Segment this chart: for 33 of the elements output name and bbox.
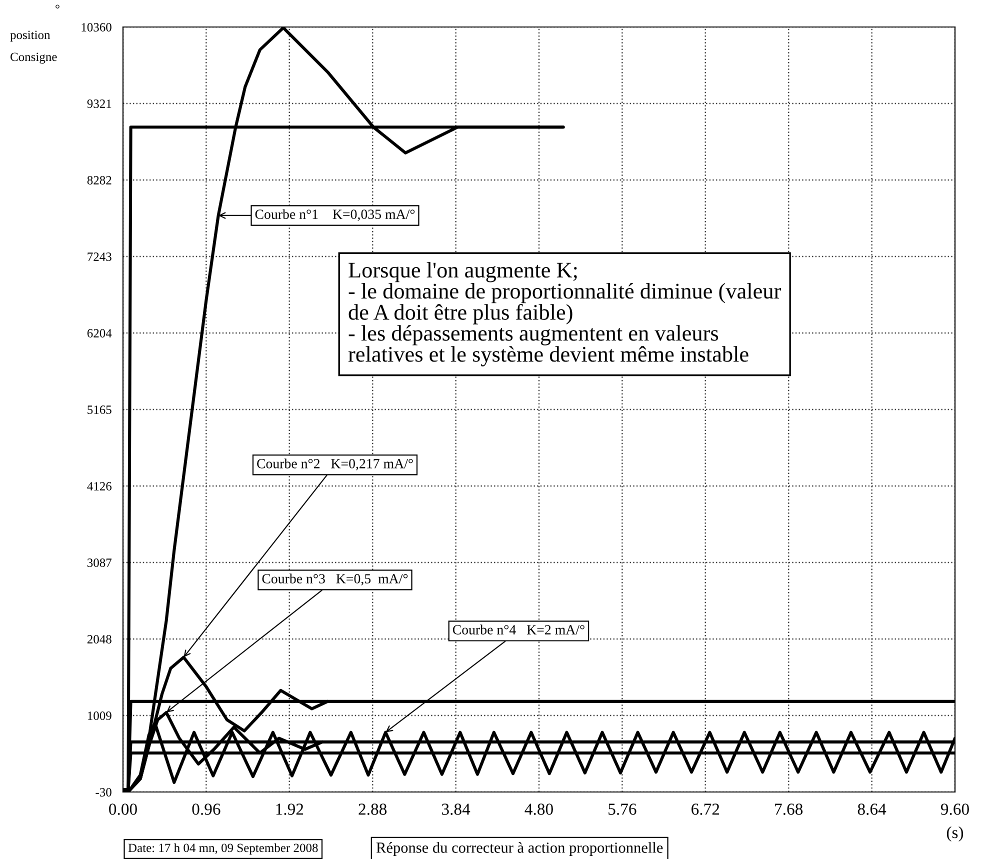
x-tick-label: 2.88 (358, 804, 387, 815)
x-tick-label: 0.00 (109, 804, 137, 815)
y-tick-label: 9321 (87, 100, 112, 108)
x-tick-label: 5.76 (608, 804, 636, 815)
y-tick-label: 10360 (82, 23, 112, 32)
text: ° (56, 4, 60, 8)
annotation: Courbe n°2 K=0,217 mA/° (257, 458, 413, 470)
annotation: Lorsque l'on augmente K; - le domaine de proportionnalité diminue (valeur de A doit être plus faible) - les dépassements augmentent en valeurs relatives et le système devient même instable (348, 262, 781, 366)
text: position (10, 30, 50, 42)
annotation: Courbe n°1 K=0,035 mA/° (255, 209, 415, 221)
x-tick-label: 0.96 (192, 804, 220, 815)
text: Date: 17 h 04 mn, 09 September 2008 (128, 843, 318, 855)
x-tick-label: 7.68 (775, 804, 803, 815)
y-tick-label: 6204 (87, 329, 112, 338)
text: Réponse du correcteur à action proportionnelle (376, 842, 663, 856)
y-tick-label: 4126 (87, 482, 112, 490)
annotation: Courbe n°3 K=0,5 mA/° (262, 574, 408, 586)
y-tick-label: -30 (96, 788, 112, 796)
y-tick-label: 5165 (88, 406, 112, 414)
text: Consigne (10, 52, 57, 64)
annotation: Courbe n°4 K=2 mA/° (452, 624, 584, 634)
x-axis-title: (s) (946, 826, 964, 842)
y-tick-label: 1009 (88, 712, 112, 720)
x-tick-label: 8.64 (858, 804, 886, 815)
y-tick-label: 8282 (87, 176, 112, 184)
x-tick-label: 3.84 (442, 804, 470, 815)
y-tick-label: 3087 (87, 558, 112, 567)
x-tick-label: 9.60 (940, 804, 969, 815)
x-tick-label: 6.72 (692, 804, 720, 815)
x-tick-label: 1.92 (276, 804, 304, 815)
y-tick-label: 7243 (88, 252, 112, 261)
x-tick-label: 4.80 (524, 804, 553, 815)
y-tick-label: 2048 (87, 635, 112, 644)
